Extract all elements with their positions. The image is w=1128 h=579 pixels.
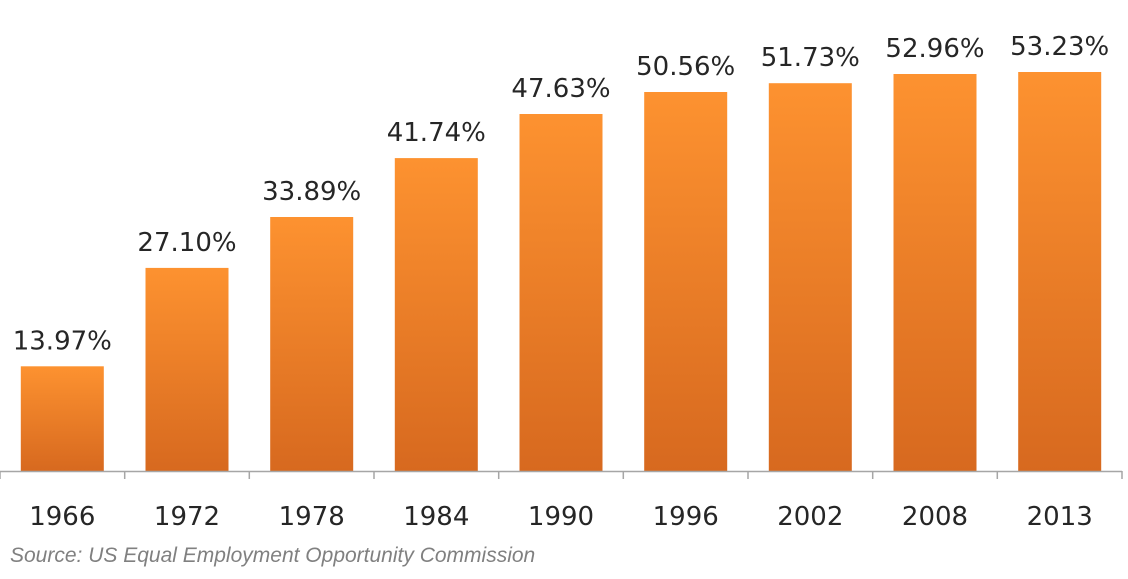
- data-labels: 13.97% 27.10% 33.89% 41.74% 47.63% 50.56% 51.7…: [13, 32, 1110, 356]
- data-label-1996: 50.56%: [636, 52, 735, 82]
- bar-2008: [893, 74, 977, 471]
- x-tick-label-2002: 2002: [777, 502, 843, 532]
- data-label-1978: 33.89%: [262, 177, 361, 207]
- bar-1990: [519, 114, 603, 471]
- data-label-1972: 27.10%: [137, 228, 236, 258]
- x-tick-label-2008: 2008: [902, 502, 968, 532]
- bar-1984: [394, 158, 478, 471]
- x-tick-label-1966: 1966: [29, 502, 95, 532]
- data-label-1966: 13.97%: [13, 326, 112, 356]
- x-tick-labels: 1966 1972 1978 1984 1990 1996 2002 2008 2013: [29, 502, 1093, 532]
- source-note: Source: US Equal Employment Opportunity …: [10, 544, 536, 567]
- x-tick-label-1990: 1990: [528, 502, 594, 532]
- data-label-1984: 41.74%: [387, 118, 486, 148]
- x-tick-label-1972: 1972: [154, 502, 220, 532]
- bar-2002: [768, 83, 852, 471]
- x-tick-label-2013: 2013: [1027, 502, 1093, 532]
- x-tick-label-1996: 1996: [653, 502, 719, 532]
- bars-layer: [20, 72, 1102, 471]
- x-tick-label-1978: 1978: [279, 502, 345, 532]
- data-label-2002: 51.73%: [761, 43, 860, 73]
- data-label-1990: 47.63%: [511, 74, 610, 104]
- bar-1978: [270, 217, 354, 471]
- bar-1972: [145, 267, 229, 471]
- x-axis: [0, 470, 1123, 479]
- bar-1966: [20, 366, 104, 471]
- bar-1996: [644, 92, 728, 471]
- data-label-2013: 53.23%: [1010, 32, 1109, 62]
- x-tick-label-1984: 1984: [403, 502, 469, 532]
- data-label-2008: 52.96%: [885, 34, 984, 64]
- bar-2013: [1018, 72, 1102, 471]
